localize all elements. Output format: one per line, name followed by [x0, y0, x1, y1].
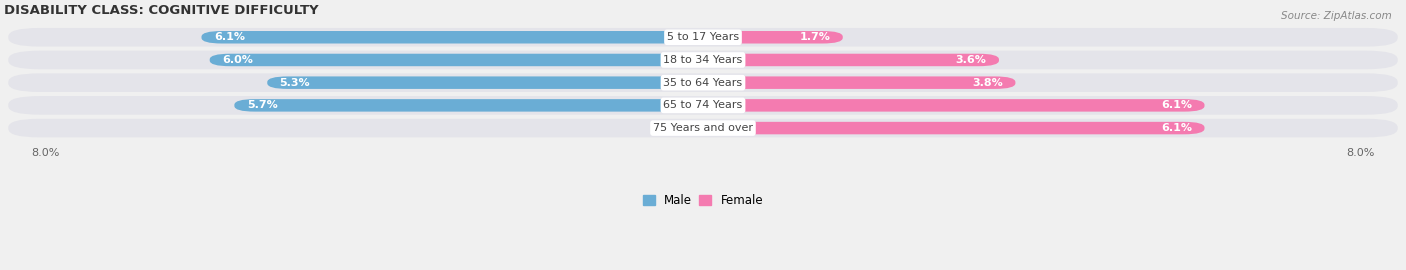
Text: 35 to 64 Years: 35 to 64 Years	[664, 78, 742, 88]
FancyBboxPatch shape	[8, 73, 1398, 92]
FancyBboxPatch shape	[8, 119, 1398, 137]
Text: 3.8%: 3.8%	[973, 78, 1002, 88]
FancyBboxPatch shape	[267, 76, 703, 89]
Text: 5.7%: 5.7%	[246, 100, 277, 110]
Text: 5.3%: 5.3%	[280, 78, 311, 88]
FancyBboxPatch shape	[672, 122, 703, 134]
Text: 18 to 34 Years: 18 to 34 Years	[664, 55, 742, 65]
FancyBboxPatch shape	[235, 99, 703, 112]
Text: 0.37%: 0.37%	[685, 123, 723, 133]
FancyBboxPatch shape	[8, 51, 1398, 69]
Text: 5 to 17 Years: 5 to 17 Years	[666, 32, 740, 42]
Text: 3.6%: 3.6%	[956, 55, 987, 65]
Text: 75 Years and over: 75 Years and over	[652, 123, 754, 133]
FancyBboxPatch shape	[703, 31, 842, 43]
Text: 6.1%: 6.1%	[1161, 100, 1192, 110]
FancyBboxPatch shape	[703, 76, 1015, 89]
Text: 6.0%: 6.0%	[222, 55, 253, 65]
FancyBboxPatch shape	[703, 54, 1000, 66]
Text: 65 to 74 Years: 65 to 74 Years	[664, 100, 742, 110]
FancyBboxPatch shape	[8, 28, 1398, 46]
Text: 1.7%: 1.7%	[800, 32, 831, 42]
Text: Source: ZipAtlas.com: Source: ZipAtlas.com	[1281, 11, 1392, 21]
Text: DISABILITY CLASS: COGNITIVE DIFFICULTY: DISABILITY CLASS: COGNITIVE DIFFICULTY	[4, 4, 319, 17]
FancyBboxPatch shape	[209, 54, 703, 66]
Legend: Male, Female: Male, Female	[638, 189, 768, 211]
FancyBboxPatch shape	[703, 122, 1205, 134]
Text: 6.1%: 6.1%	[1161, 123, 1192, 133]
FancyBboxPatch shape	[8, 96, 1398, 115]
FancyBboxPatch shape	[703, 99, 1205, 112]
Text: 6.1%: 6.1%	[214, 32, 245, 42]
FancyBboxPatch shape	[201, 31, 703, 43]
